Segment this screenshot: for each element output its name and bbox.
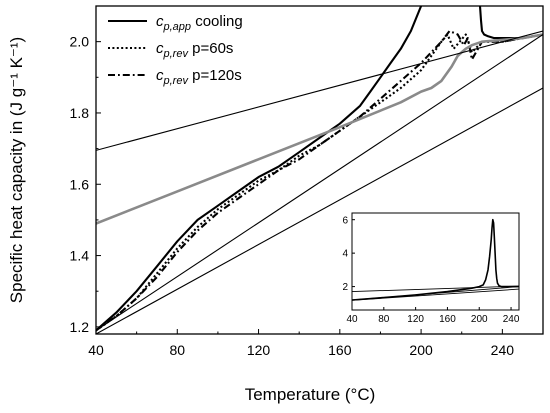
main-x-tick-label-1: 80 bbox=[169, 342, 185, 358]
inset-series-3 bbox=[352, 286, 519, 301]
inset-x-tick-label-2: 120 bbox=[407, 314, 424, 325]
main-x-tick-label-3: 160 bbox=[328, 342, 352, 358]
inset-series-1 bbox=[352, 285, 519, 293]
legend-label-1: cp,rev p=60s bbox=[156, 40, 233, 60]
inset-y-tick-label-2: 6 bbox=[342, 215, 348, 226]
inset-series-0 bbox=[352, 218, 519, 301]
main-y-tick-label-3: 1.8 bbox=[70, 105, 90, 121]
inset-axes: 40 80 120 160 200 240 2 4 6 bbox=[342, 215, 519, 325]
main-plot-frame bbox=[95, 5, 544, 335]
inset-x-tick-label-0: 40 bbox=[346, 314, 358, 325]
main-x-tick-label-2: 120 bbox=[247, 342, 271, 358]
legend: cp,app cooling cp,rev p=60s cp,rev p=120s bbox=[108, 13, 243, 87]
main-y-tick-label-1: 1.4 bbox=[70, 248, 90, 264]
legend-label-0: cp,app cooling bbox=[156, 13, 243, 33]
inset-plot-series bbox=[352, 218, 519, 301]
main-y-tick-label-2: 1.6 bbox=[70, 176, 90, 192]
inset-x-tick-label-5: 240 bbox=[503, 314, 520, 325]
main-series-3 bbox=[96, 29, 543, 332]
main-series-6 bbox=[96, 87, 543, 334]
main-x-tick-label-0: 40 bbox=[88, 342, 104, 358]
main-series-5 bbox=[96, 30, 543, 151]
x-axis-label: Temperature (°C) bbox=[245, 385, 376, 404]
main-series-2 bbox=[96, 33, 543, 332]
main-series-7 bbox=[96, 34, 543, 331]
inset-x-tick-label-3: 160 bbox=[439, 314, 456, 325]
inset-background bbox=[340, 206, 530, 329]
inset-y-tick-label-1: 4 bbox=[342, 249, 348, 260]
main-x-tick-label-5: 240 bbox=[491, 342, 515, 358]
main-x-tick-label-4: 200 bbox=[409, 342, 433, 358]
inset-plot-frame bbox=[351, 212, 520, 311]
main-y-tick-label-4: 2.0 bbox=[70, 34, 90, 50]
inset-x-tick-label-1: 80 bbox=[378, 314, 390, 325]
inset-y-tick-label-0: 2 bbox=[342, 282, 348, 293]
main-series-0 bbox=[96, 6, 423, 332]
legend-label-2: cp,rev p=120s bbox=[156, 67, 242, 87]
main-series-4 bbox=[96, 33, 543, 225]
y-axis-label: Specific heat capacity in (J g⁻¹ K⁻¹) bbox=[7, 37, 26, 303]
inset-series-2 bbox=[352, 288, 519, 301]
main-y-tick-label-0: 1.2 bbox=[70, 319, 90, 335]
inset-x-tick-label-4: 200 bbox=[471, 314, 488, 325]
main-plot-series bbox=[96, 6, 543, 334]
